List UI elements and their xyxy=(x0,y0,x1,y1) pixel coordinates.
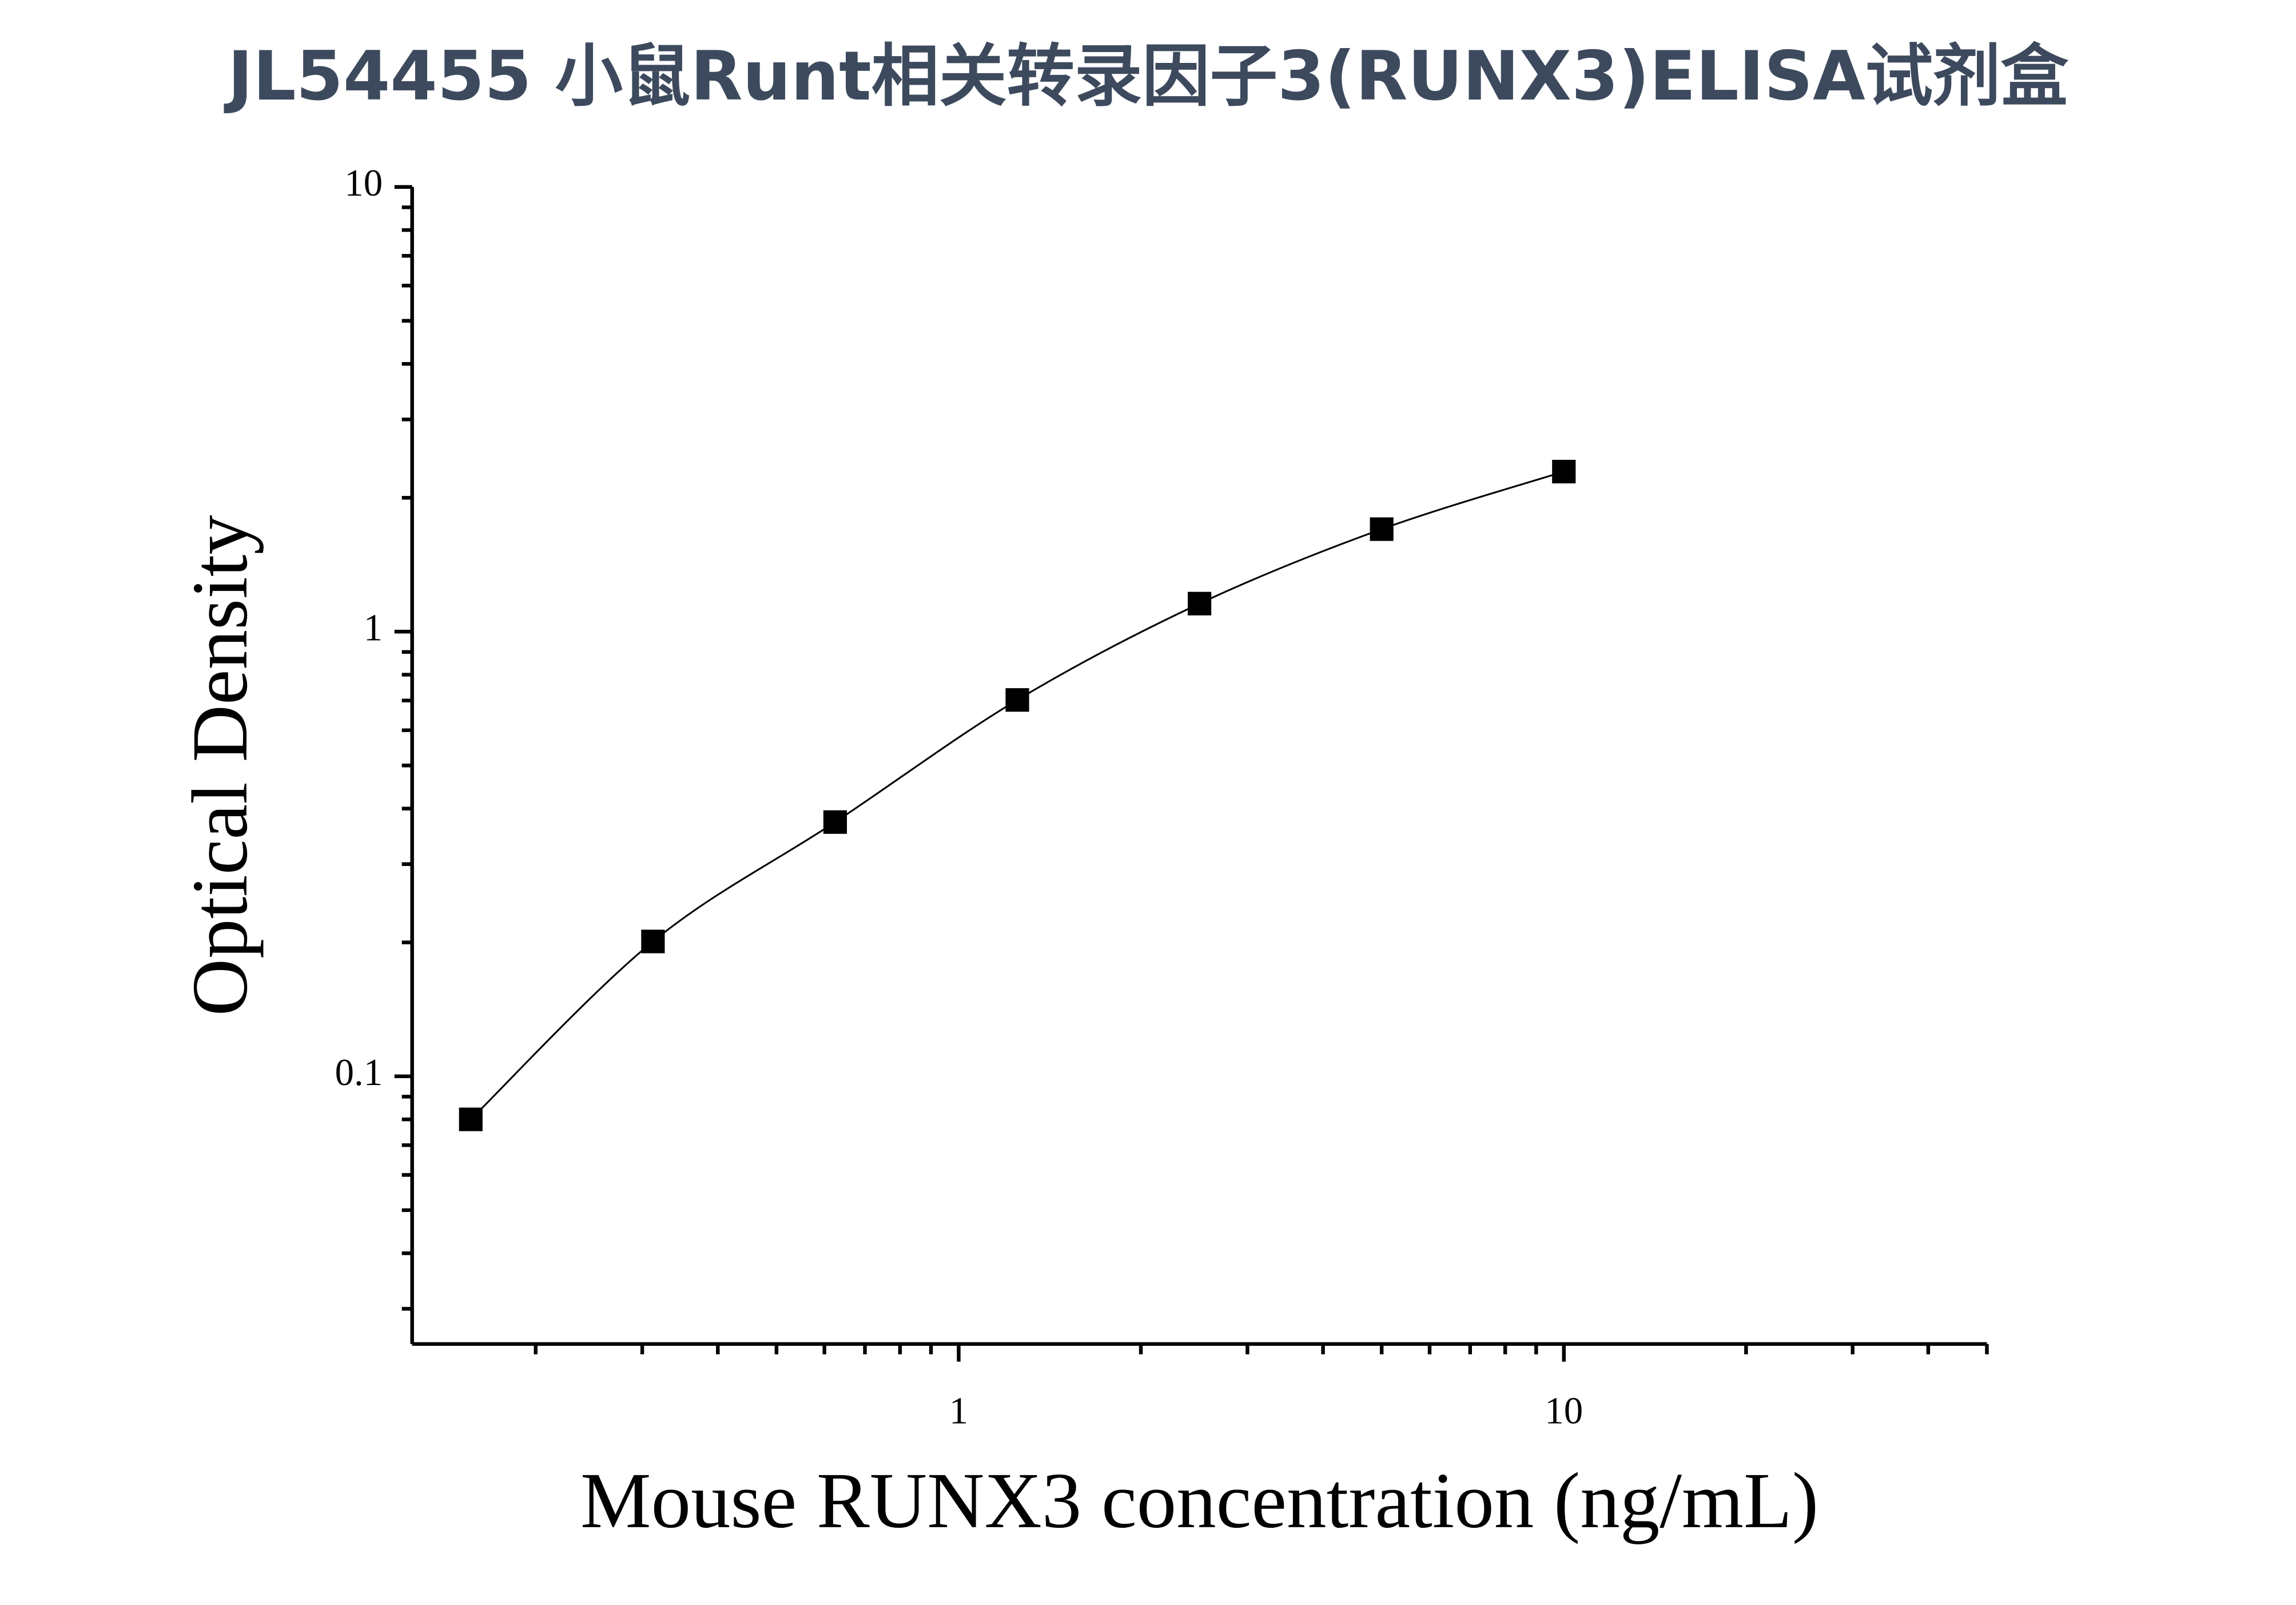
y-tick-label: 1 xyxy=(364,607,383,649)
fit-curve xyxy=(470,471,1565,1121)
point xyxy=(1005,688,1029,712)
x-tick-label: 10 xyxy=(1545,1390,1583,1432)
y-axis-label: Optical Density xyxy=(176,515,264,1016)
y-tick-label: 10 xyxy=(344,162,383,204)
point xyxy=(1552,459,1576,484)
point xyxy=(641,929,665,954)
y-tick-label: 0.1 xyxy=(335,1051,383,1094)
x-axis-label: Mouse RUNX3 concentration (ng/mL) xyxy=(580,1457,1819,1545)
point xyxy=(459,1107,483,1131)
point xyxy=(823,810,847,834)
chart-title: JL54455 小鼠Runt相关转录因子3(RUNX3)ELISA试剂盒 xyxy=(224,37,2068,116)
point xyxy=(1370,517,1394,541)
x-tick-label: 1 xyxy=(949,1390,968,1432)
point xyxy=(1187,591,1212,615)
